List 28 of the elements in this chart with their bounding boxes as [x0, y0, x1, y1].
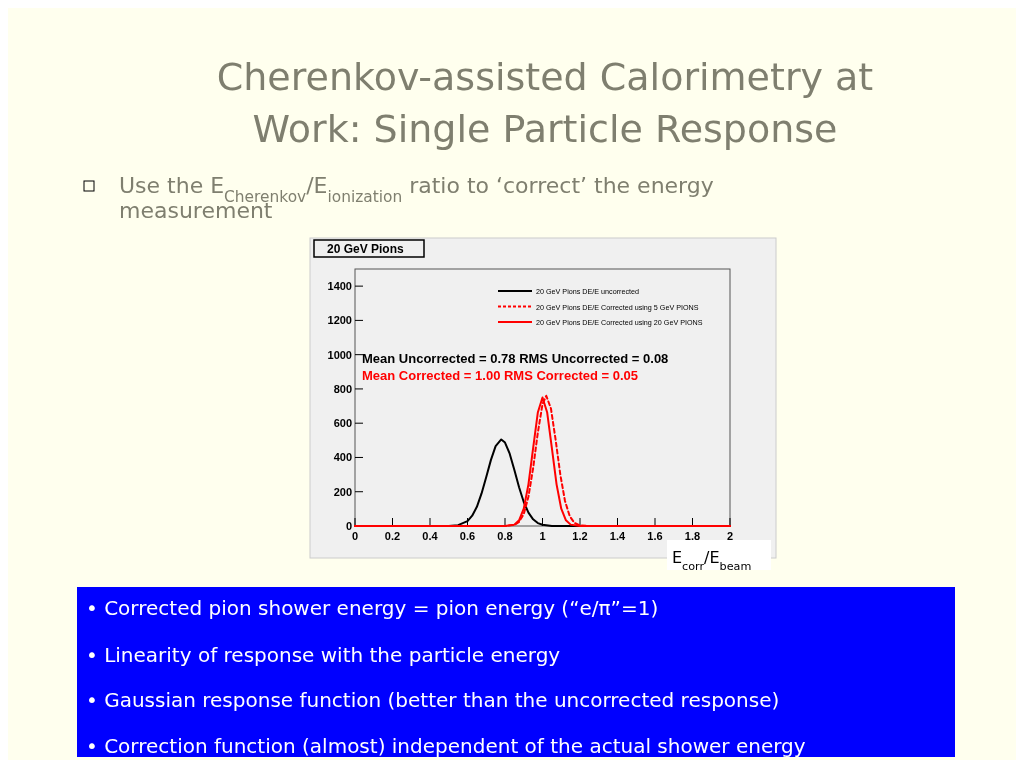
- x-tick-label: 0.8: [497, 530, 513, 542]
- x-tick-label: 1.6: [647, 530, 663, 542]
- x-tick-label: 1: [539, 530, 546, 542]
- annotation: Mean Uncorrected = 0.78 RMS Uncorrected = 0.08: [362, 351, 669, 366]
- text: Use the E$_{Cherenkov}$/E$_{ionization}$ ratio to ‘correct’ the energy measurement: [119, 173, 714, 223]
- text: • Corrected pion shower energy = pion energy (“e/π”=1): [86, 596, 659, 620]
- x-tick-label: 1.8: [684, 530, 701, 542]
- x-tick-label: 1.4: [609, 530, 627, 542]
- y-tick-label: 800: [333, 382, 352, 395]
- chart-title: 20 GeV Pions: [327, 242, 405, 256]
- x-tick-label: 1.2: [572, 530, 588, 542]
- x-tick-label: 0.2: [384, 530, 401, 542]
- text: • Gaussian response function (better than the uncorrected response): [86, 688, 780, 712]
- text: Cherenkov-assisted Calorimetry at Work: Single Particle Response: [216, 55, 874, 151]
- x-tick-label: 0.4: [422, 530, 439, 542]
- y-tick-label: 1400: [327, 280, 352, 293]
- text: • Linearity of response with the particle energy: [86, 643, 561, 667]
- y-tick-label: 600: [333, 417, 352, 430]
- x-axis-title: E$_{corr}$/E$_{beam}$: [672, 548, 752, 573]
- x-tick-label: 2: [726, 530, 734, 542]
- x-tick-label: 0.6: [459, 530, 476, 542]
- y-tick-label: 400: [333, 451, 352, 464]
- y-tick-label: 1000: [327, 348, 352, 361]
- y-tick-label: 0: [345, 520, 352, 532]
- text: • Correction function (almost) independent of the actual shower energy: [86, 734, 806, 758]
- y-tick-label: 200: [333, 485, 352, 498]
- y-tick-label: 1200: [327, 314, 352, 327]
- annotation: Mean Corrected = 1.00 RMS Corrected = 0.05: [362, 368, 639, 383]
